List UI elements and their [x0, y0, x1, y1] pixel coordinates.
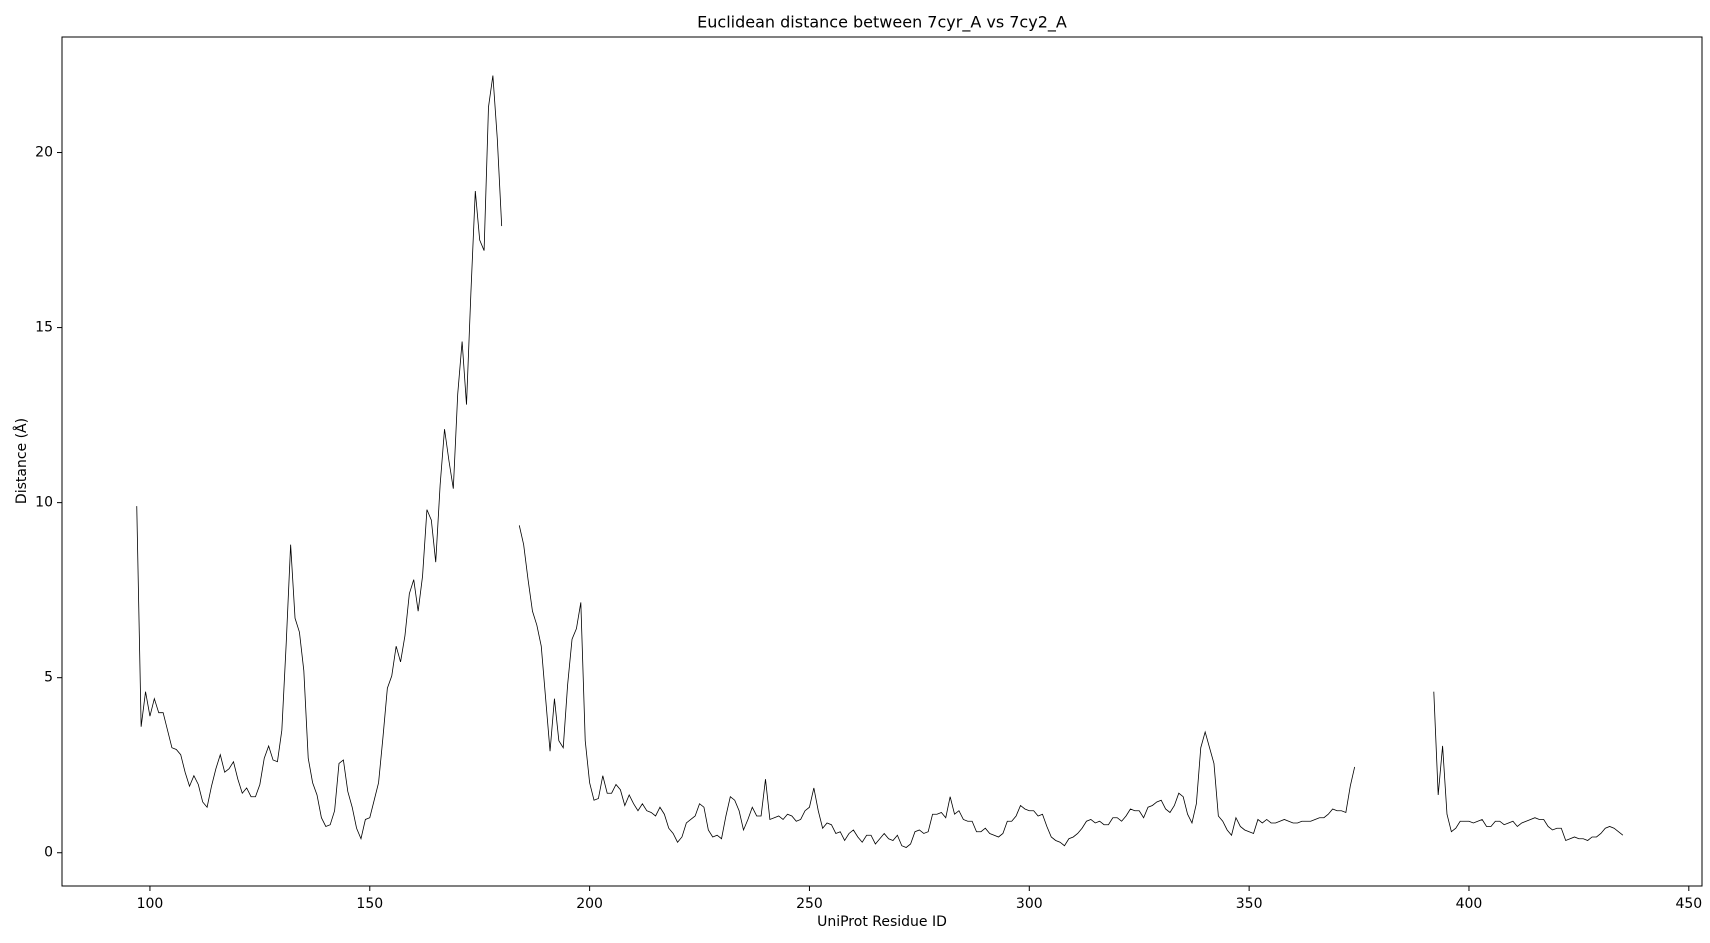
x-axis-label: UniProt Residue ID [817, 914, 947, 930]
x-tick-label: 100 [137, 896, 164, 912]
x-tick-label: 400 [1456, 896, 1483, 912]
data-line [136, 75, 1624, 848]
x-tick-label: 450 [1675, 896, 1702, 912]
x-tick-label: 200 [576, 896, 603, 912]
x-tick-label: 300 [1016, 896, 1043, 912]
y-tick-label: 20 [35, 145, 53, 161]
plot-frame [61, 36, 1703, 887]
x-tick-label: 250 [796, 896, 823, 912]
y-tick-label: 5 [44, 670, 53, 686]
x-tick-label: 350 [1236, 896, 1263, 912]
y-tick-label: 10 [35, 495, 53, 511]
y-tick-label: 15 [35, 320, 53, 336]
x-tick-label: 150 [356, 896, 383, 912]
y-tick-label: 0 [44, 845, 53, 861]
y-axis-label: Distance (Å) [13, 418, 30, 504]
chart-title: Euclidean distance between 7cyr_A vs 7cy… [697, 13, 1067, 33]
